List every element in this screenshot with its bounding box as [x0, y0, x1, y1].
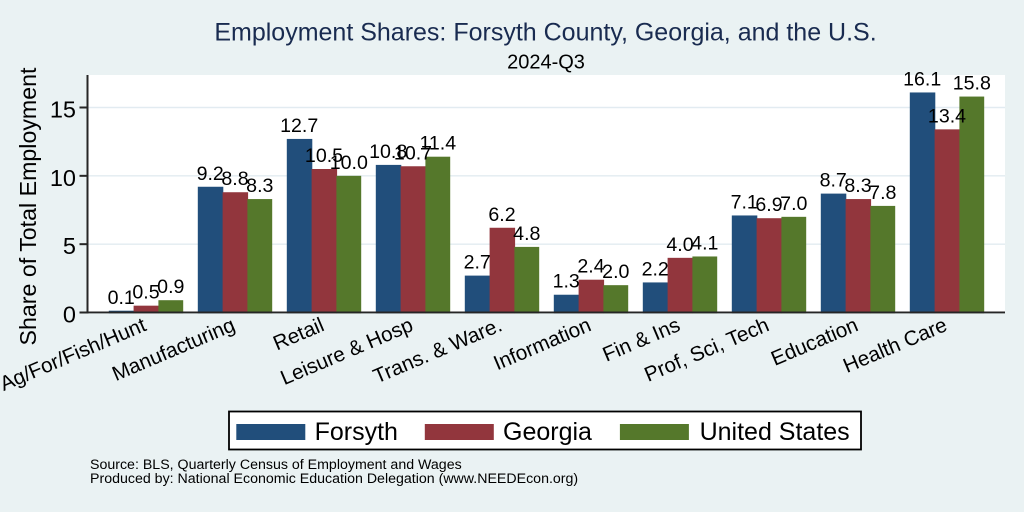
svg-text:Source: BLS, Quarterly Census: Source: BLS, Quarterly Census of Employm…: [90, 457, 462, 473]
svg-text:Produced by: National Economic: Produced by: National Economic Education…: [90, 471, 578, 487]
svg-text:4.8: 4.8: [513, 223, 540, 245]
svg-text:Georgia: Georgia: [503, 418, 592, 446]
svg-text:1.3: 1.3: [553, 271, 580, 293]
svg-text:8.3: 8.3: [844, 175, 871, 197]
svg-text:0.5: 0.5: [132, 282, 159, 304]
svg-text:2.4: 2.4: [577, 256, 604, 278]
svg-text:7.1: 7.1: [731, 191, 758, 213]
svg-text:7.8: 7.8: [869, 182, 896, 204]
svg-text:15.8: 15.8: [953, 73, 991, 95]
svg-text:0: 0: [63, 302, 76, 328]
svg-text:11.4: 11.4: [419, 133, 456, 155]
svg-text:9.2: 9.2: [197, 163, 224, 185]
svg-text:Forsyth: Forsyth: [315, 418, 398, 446]
svg-text:4.1: 4.1: [691, 232, 718, 254]
svg-text:2024-Q3: 2024-Q3: [507, 52, 585, 74]
svg-text:Share of Total Employment: Share of Total Employment: [15, 67, 41, 346]
svg-text:2.0: 2.0: [602, 261, 629, 283]
svg-text:10.5: 10.5: [305, 145, 343, 167]
svg-text:2.7: 2.7: [464, 252, 491, 274]
svg-text:Employment Shares: Forsyth Cou: Employment Shares: Forsyth County, Georg…: [214, 18, 876, 46]
svg-text:13.4: 13.4: [928, 105, 966, 127]
svg-text:10.0: 10.0: [330, 152, 368, 174]
svg-text:10: 10: [50, 165, 76, 191]
svg-text:8.3: 8.3: [246, 175, 273, 197]
svg-text:15: 15: [50, 97, 76, 123]
svg-text:10.7: 10.7: [394, 142, 432, 164]
svg-text:4.0: 4.0: [666, 234, 693, 256]
svg-text:United States: United States: [700, 418, 850, 446]
svg-text:12.7: 12.7: [280, 115, 318, 137]
svg-text:8.8: 8.8: [221, 168, 248, 190]
svg-text:8.7: 8.7: [820, 170, 847, 192]
svg-text:0.1: 0.1: [108, 287, 135, 309]
svg-text:7.0: 7.0: [780, 193, 807, 215]
svg-text:2.2: 2.2: [642, 258, 669, 280]
svg-text:0.9: 0.9: [157, 276, 184, 298]
svg-text:10.8: 10.8: [369, 141, 407, 163]
svg-text:6.2: 6.2: [488, 204, 515, 226]
svg-text:6.9: 6.9: [755, 194, 782, 216]
svg-text:5: 5: [63, 233, 76, 259]
svg-text:16.1: 16.1: [903, 68, 941, 90]
